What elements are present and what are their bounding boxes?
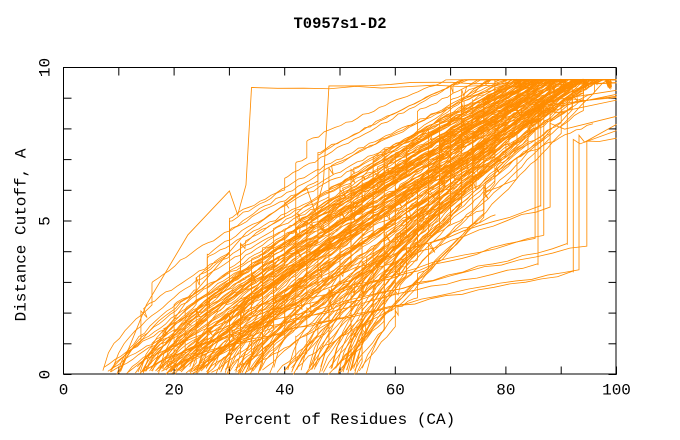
- svg-text:Distance Cutoff, A: Distance Cutoff, A: [13, 148, 31, 321]
- svg-text:60: 60: [386, 382, 405, 400]
- svg-text:5: 5: [37, 216, 55, 226]
- svg-text:20: 20: [164, 382, 183, 400]
- svg-text:10: 10: [37, 58, 55, 77]
- svg-text:80: 80: [496, 382, 515, 400]
- svg-text:0: 0: [59, 382, 69, 400]
- svg-text:100: 100: [602, 382, 631, 400]
- svg-text:40: 40: [275, 382, 294, 400]
- svg-text:Percent of Residues (CA): Percent of Residues (CA): [225, 411, 455, 429]
- svg-text:T0957s1-D2: T0957s1-D2: [293, 15, 386, 33]
- svg-text:0: 0: [37, 370, 55, 380]
